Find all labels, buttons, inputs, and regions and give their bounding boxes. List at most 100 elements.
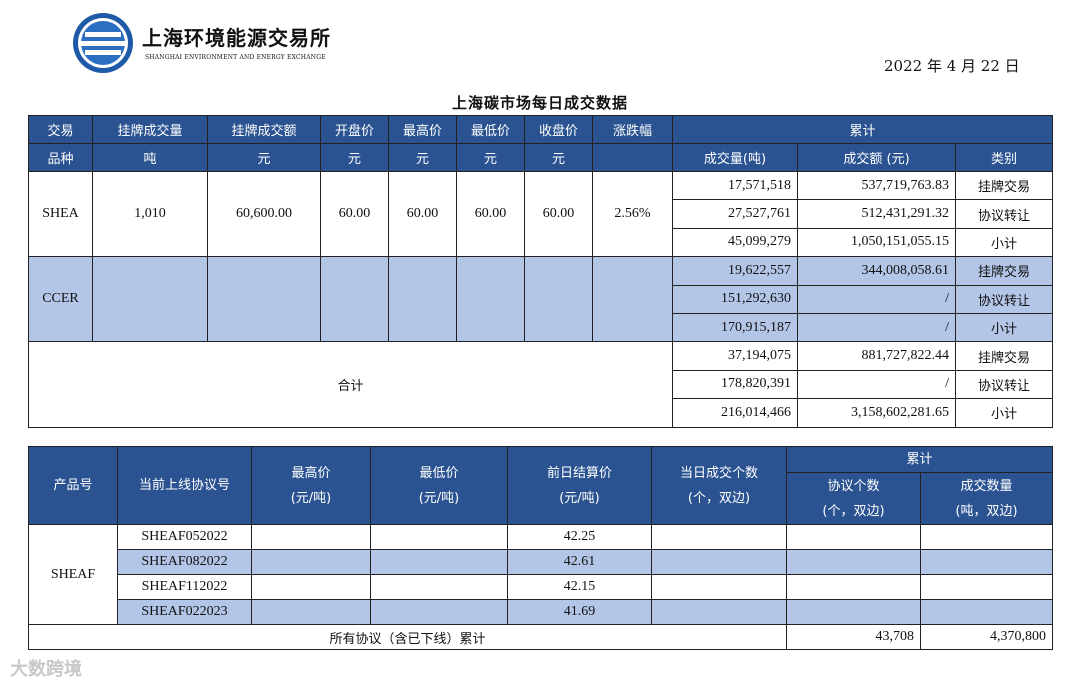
daily-count [651, 549, 787, 575]
col-high-unit: (元/吨) [290, 490, 332, 506]
col-listed-volume: 挂牌成交量 [92, 115, 208, 144]
unit-open: 元 [320, 143, 389, 172]
close-price: 60.00 [524, 170, 593, 258]
open-price [320, 256, 389, 343]
category: 挂牌交易 [955, 341, 1053, 371]
listed-volume: 1,010 [92, 170, 208, 258]
cum-volume: 216,014,466 [672, 398, 798, 428]
cum-volume: 19,622,557 [672, 256, 798, 286]
col-cum-qty: 成交数量 (吨，双边) [919, 472, 1054, 525]
cum-volume: 151,292,630 [672, 284, 798, 314]
col-cum-qty-unit: (吨，双边) [955, 503, 1018, 519]
low-price [370, 599, 508, 625]
col-contract: 当前上线协议号 [117, 446, 252, 525]
listed-volume [92, 256, 208, 343]
low-price [456, 256, 525, 343]
col-cumulative: 累计 [672, 115, 1053, 144]
product-code: SHEAF [28, 524, 118, 625]
cum-amount: 512,431,291.32 [797, 199, 956, 229]
cum-volume: 178,820,391 [672, 369, 798, 400]
category: 协议转让 [955, 199, 1053, 229]
change-pct: 2.56% [592, 170, 673, 258]
low-price: 60.00 [456, 170, 525, 258]
col-cum-amount: 成交额 (元) [797, 143, 956, 172]
header-row-2: 协议个数 (个，双边) 成交数量 (吨，双边) [29, 472, 1054, 525]
open-price: 60.00 [320, 170, 389, 258]
table-row: 合计 37,194,075 881,727,822.44 挂牌交易 [28, 341, 1053, 428]
col-category: 类别 [955, 143, 1053, 172]
cum-count [786, 574, 921, 600]
col-daily-count-label: 当日成交个数 [679, 465, 758, 481]
category: 协议转让 [955, 369, 1053, 400]
cum-count [786, 549, 921, 575]
daily-count [651, 524, 787, 550]
cum-qty [919, 549, 1054, 575]
unit-low: 元 [456, 143, 525, 172]
table-row: 178,820,391 / 协议转让 [29, 369, 1053, 400]
high-price [251, 524, 371, 550]
listed-amount: 60,600.00 [207, 170, 321, 258]
col-daily-count: 当日成交个数 (个，双边) [651, 446, 787, 525]
table-row: SHEA 1,010 60,600.00 60.00 60.00 60.00 6… [28, 170, 1053, 258]
col-variety-2: 品种 [28, 143, 93, 172]
daily-count [651, 599, 787, 625]
contract-code: SHEAF112022 [117, 574, 252, 600]
header-row-2: 品种 吨 元 元 元 元 元 成交量(吨) 成交额 (元) 类别 [28, 143, 1053, 172]
cum-volume: 37,194,075 [672, 341, 798, 371]
futures-contract-table: 产品号 当前上线协议号 最高价 (元/吨) 最低价 (元/吨) 前日结算价 (元/吨)… [28, 446, 1054, 650]
total-qty: 4,370,800 [919, 624, 1054, 650]
col-cumulative: 累计 [785, 446, 1054, 473]
header-row-1: 交易 挂牌成交量 挂牌成交额 开盘价 最高价 最低价 收盘价 涨跌幅 累计 [28, 115, 1053, 144]
listed-amount [207, 256, 321, 343]
settle-price: 42.15 [507, 574, 652, 600]
variety-name: CCER [28, 256, 93, 343]
low-price [370, 549, 508, 575]
table-row: 216,014,466 3,158,602,281.65 小计 [29, 398, 1053, 428]
low-price [370, 524, 508, 550]
close-price [524, 256, 593, 343]
contract-code: SHEAF022023 [117, 599, 252, 625]
cum-volume: 27,527,761 [672, 199, 798, 229]
settle-price: 42.25 [507, 524, 652, 550]
col-open: 开盘价 [320, 115, 389, 144]
cum-count [786, 524, 921, 550]
col-cum-qty-label: 成交数量 [960, 478, 1013, 494]
category: 小计 [955, 398, 1053, 428]
unit-high: 元 [388, 143, 457, 172]
unit-amount: 元 [207, 143, 321, 172]
high-price [251, 599, 371, 625]
col-high: 最高价 [388, 115, 457, 144]
col-close: 收盘价 [524, 115, 593, 144]
daily-count [651, 574, 787, 600]
col-low-price: 最低价 (元/吨) [370, 446, 508, 525]
category: 小计 [955, 227, 1053, 258]
col-settle-unit: (元/吨) [559, 490, 600, 506]
settle-price: 41.69 [507, 599, 652, 625]
unit-change [592, 143, 673, 172]
col-settle-label: 前日结算价 [546, 465, 612, 481]
unit-volume: 吨 [92, 143, 208, 172]
cum-qty [919, 524, 1054, 550]
cum-amount: / [797, 312, 956, 343]
high-price [388, 256, 457, 343]
category: 挂牌交易 [955, 170, 1053, 201]
variety-name: SHEA [28, 170, 93, 258]
high-price [251, 549, 371, 575]
table-row: 45,099,279 1,050,151,055.15 小计 [29, 227, 1053, 258]
col-cum-count-unit: (个，双边) [822, 503, 885, 519]
col-variety: 交易 [28, 115, 93, 144]
settle-price: 42.61 [507, 549, 652, 575]
watermark: 大数跨境 [10, 659, 82, 680]
cum-amount: 344,008,058.61 [797, 256, 956, 286]
cum-volume: 45,099,279 [672, 227, 798, 258]
cum-amount: 3,158,602,281.65 [797, 398, 956, 428]
contract-code: SHEAF052022 [117, 524, 252, 550]
category: 协议转让 [955, 284, 1053, 314]
daily-trading-table: 交易 挂牌成交量 挂牌成交额 开盘价 最高价 最低价 收盘价 涨跌幅 累计 品种… [28, 115, 1053, 428]
col-settle-price: 前日结算价 (元/吨) [507, 446, 652, 525]
col-low-unit: (元/吨) [418, 490, 460, 506]
col-high-label: 最高价 [291, 465, 331, 481]
col-cum-count: 协议个数 (个，双边) [786, 472, 921, 525]
total-label: 所有协议（含已下线）累计 [28, 624, 787, 650]
cum-amount: 1,050,151,055.15 [797, 227, 956, 258]
